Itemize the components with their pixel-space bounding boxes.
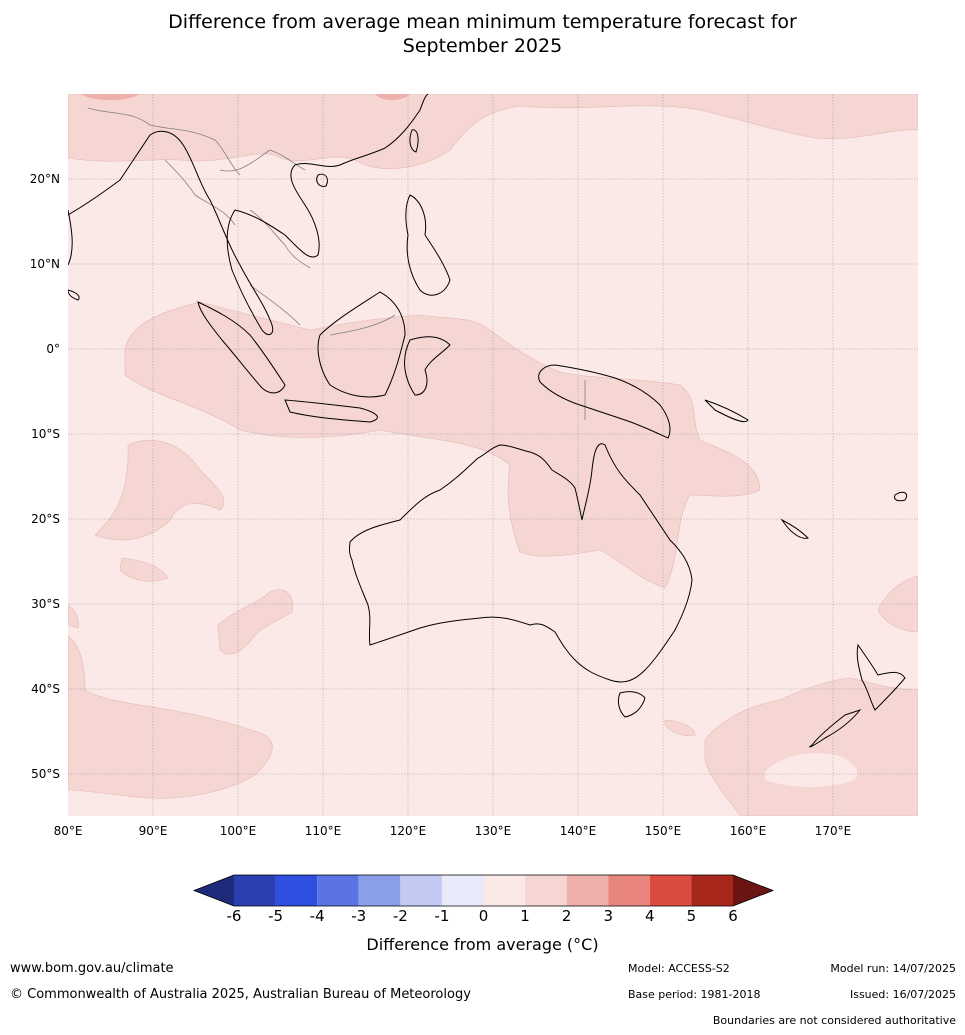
colorbar-title: Difference from average (°C) (366, 935, 599, 954)
coast-india-tip (68, 289, 80, 301)
lat-label-50s: 50°S (31, 767, 60, 781)
map-gridlines (68, 94, 918, 816)
disclaimer-text: Boundaries are not considered authoritat… (712, 1014, 956, 1027)
base-period-text: Base period: 1981-2018 (628, 988, 761, 1001)
lat-label-40s: 40°S (31, 682, 60, 696)
colorbar-tick-label: -3 (351, 907, 367, 925)
lon-label-100e: 100°E (219, 824, 257, 838)
lat-label-10n: 10°N (29, 257, 60, 271)
colorbar-segment (317, 875, 359, 906)
lat-label-20s: 20°S (31, 512, 60, 526)
coast-india (68, 209, 73, 266)
anomaly-region-maritime (124, 301, 761, 589)
colorbar-segment (358, 875, 401, 906)
colorbar-extend-high (733, 875, 773, 906)
map-panel (68, 94, 918, 816)
coast-java (284, 399, 378, 423)
coast-australia (349, 443, 693, 683)
colorbar-segment (483, 875, 526, 906)
colorbar-segment (525, 875, 567, 906)
lat-label-0: 0° (46, 342, 60, 356)
colorbar-outline (192, 874, 775, 907)
colorbar-segment (691, 875, 733, 906)
lon-label-140e: 140°E (559, 824, 597, 838)
coast-sulawesi (404, 336, 451, 396)
title-line-2: September 2025 (402, 35, 563, 57)
lat-label-20n: 20°N (29, 172, 60, 186)
model-run-text: Model run: 14/07/2025 (830, 962, 956, 975)
colorbar-tick-label: 6 (728, 907, 738, 925)
colorbar-segment (400, 875, 442, 906)
colorbar-segment (275, 875, 318, 906)
anomaly-region-southern-2 (68, 604, 79, 629)
lat-label-30s: 30°S (31, 597, 60, 611)
lon-label-120e: 120°E (389, 824, 427, 838)
lon-label-130e: 130°E (474, 824, 512, 838)
coast-philippines (405, 194, 451, 296)
anomaly-region-indian-ocean-3 (217, 589, 293, 655)
coast-new-guinea (538, 364, 671, 439)
colorbar-tick-label: -5 (268, 907, 284, 925)
anomaly-region-southern-1 (68, 635, 273, 799)
coast-new-zealand-north (856, 643, 906, 711)
colorbar-tick-label: -2 (392, 907, 408, 925)
colorbar-tick-label: 5 (686, 907, 697, 925)
anomaly-region-east (877, 575, 918, 633)
coast-solomons (704, 399, 749, 423)
colorbar-tick-label: -6 (226, 907, 242, 925)
cool-patch-nz (765, 753, 858, 788)
colorbar-segment (608, 875, 650, 906)
lon-label-150e: 150°E (644, 824, 682, 838)
colorbar-segment (441, 875, 484, 906)
coast-tasmania (617, 691, 646, 718)
anomaly-region-southern-3 (664, 719, 696, 737)
map-title: Difference from average mean minimum tem… (0, 10, 965, 58)
coast-asia-mainland (68, 94, 429, 336)
issued-text: Issued: 16/07/2025 (849, 988, 956, 1001)
anomaly-region-north-asia (68, 94, 918, 169)
colorbar-extend-low (194, 875, 234, 906)
anomaly-regions (68, 94, 918, 816)
lon-label-90e: 90°E (138, 824, 168, 838)
colorbar-tick-label: -1 (434, 907, 450, 925)
lon-label-160e: 160°E (729, 824, 767, 838)
colorbar-tick-label: -4 (309, 907, 325, 925)
website-link[interactable]: www.bom.gov.au/climate (10, 961, 174, 976)
colorbar-segment (234, 875, 276, 906)
lon-label-80e: 80°E (53, 824, 83, 838)
colorbar-segment (566, 875, 609, 906)
model-text: Model: ACCESS-S2 (628, 962, 730, 975)
lon-label-170e: 170°E (814, 824, 852, 838)
anomaly-region-china-strong (80, 94, 410, 101)
anomaly-region-indian-ocean-2 (119, 557, 169, 582)
coast-fiji (894, 491, 908, 502)
coast-taiwan (409, 129, 419, 153)
colorbar-tick-label: 1 (520, 907, 530, 925)
anomaly-region-tasman (704, 677, 918, 816)
coastlines (68, 94, 908, 748)
colorbar-tick-label: 0 (478, 907, 489, 925)
lon-label-110e: 110°E (304, 824, 342, 838)
coast-new-zealand-south (809, 708, 862, 748)
colorbar (192, 874, 775, 907)
coast-hainan (316, 173, 328, 187)
colorbar-tick-label: 2 (561, 907, 572, 925)
lat-label-10s: 10°S (31, 427, 60, 441)
copyright-text: © Commonwealth of Australia 2025, Austra… (10, 987, 471, 1002)
colorbar-segment (649, 875, 692, 906)
coast-borneo (317, 291, 406, 398)
colorbar-tick-label: 4 (645, 907, 655, 925)
country-boundaries (87, 107, 586, 420)
colorbar-tick-label: 3 (603, 907, 614, 925)
anomaly-region-indian-ocean-1 (94, 440, 225, 541)
title-line-1: Difference from average mean minimum tem… (168, 11, 797, 33)
coast-sumatra (197, 301, 286, 394)
coast-new-caledonia (780, 518, 809, 539)
